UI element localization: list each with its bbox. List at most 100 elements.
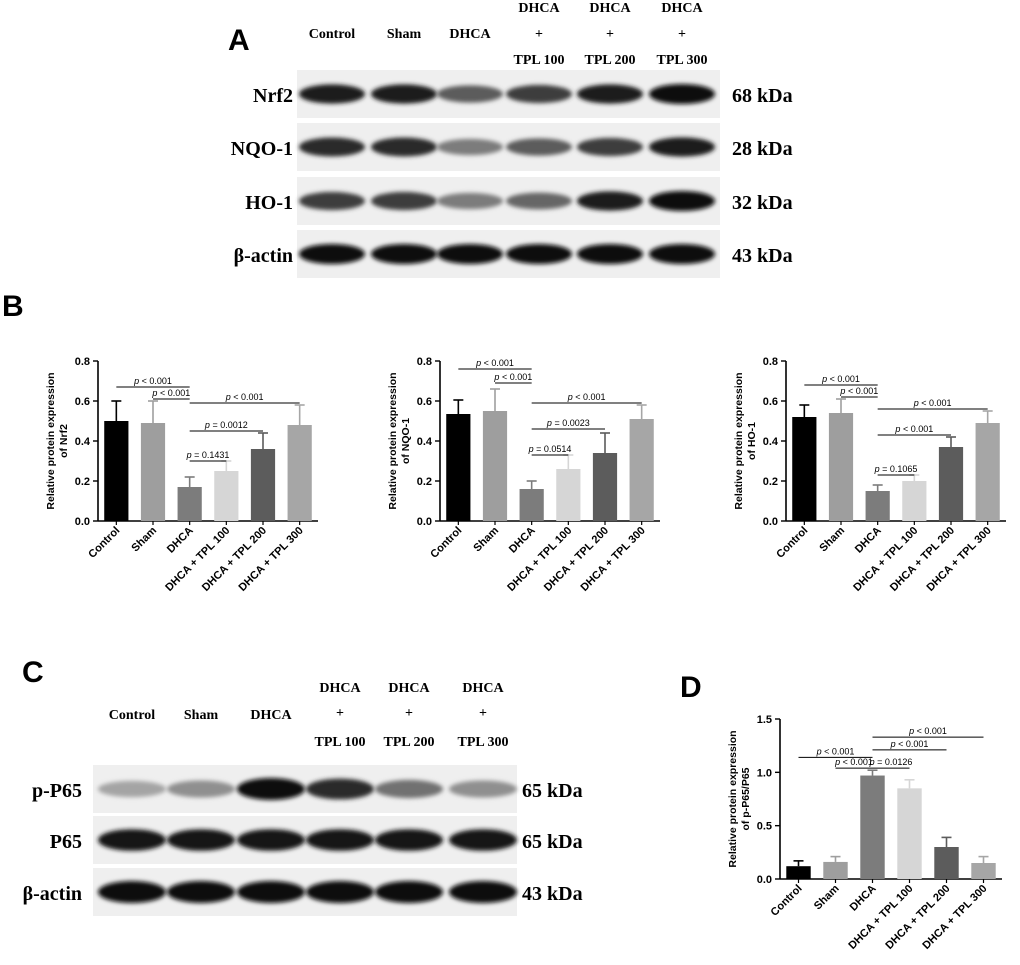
lane-label: +	[405, 706, 413, 721]
kda-label: 43 kDa	[732, 245, 793, 267]
protein-label: P65	[50, 831, 82, 853]
x-tick-label: DHCA + TPL 200	[200, 525, 269, 594]
bar	[556, 469, 581, 521]
blot-band	[449, 829, 517, 851]
x-tick-label: DHCA + TPL 100	[846, 883, 915, 952]
lane-label: TPL 200	[384, 735, 435, 750]
lane-label: DHCA	[388, 681, 430, 696]
significance-label: p < 0.001	[816, 746, 855, 756]
lane-label: Sham	[184, 708, 219, 723]
blot-band	[98, 829, 166, 851]
y-tick-label: 0.5	[757, 821, 772, 833]
panel-label-c: C	[22, 656, 44, 689]
blot-band	[375, 779, 443, 799]
blot-band	[237, 881, 305, 903]
bar	[446, 414, 471, 521]
blot-band	[371, 191, 437, 211]
significance-label: p = 0.0023	[546, 418, 590, 428]
lane-label: DHCA	[319, 681, 361, 696]
blot-band	[506, 244, 572, 264]
y-tick-label: 0.6	[763, 396, 778, 408]
x-tick-label: DHCA + TPL 200	[542, 525, 611, 594]
y-axis-title: Relative protein expressionof NQO-1	[387, 372, 412, 509]
lane-label: Control	[109, 708, 156, 723]
protein-label: HO-1	[245, 192, 293, 214]
significance-label: p < 0.001	[839, 386, 878, 396]
bar	[975, 423, 1000, 521]
blot-band	[649, 84, 715, 104]
lane-label: DHCA	[449, 27, 491, 42]
kda-label: 68 kDa	[732, 85, 793, 107]
blot-band	[577, 84, 643, 104]
blot-band	[306, 778, 374, 800]
bar	[860, 775, 885, 879]
protein-label: Nrf2	[253, 85, 293, 107]
blot-band	[577, 137, 643, 157]
x-tick-label: DHCA	[165, 525, 196, 556]
significance-label: p < 0.001	[493, 372, 532, 382]
y-tick-label: 1.0	[757, 767, 772, 779]
blot-band	[306, 881, 374, 903]
significance-label: p < 0.001	[894, 424, 933, 434]
lane-label: DHCA	[462, 681, 504, 696]
blot-band	[437, 138, 503, 156]
lane-label: +	[678, 27, 686, 42]
blot-band	[577, 244, 643, 264]
bar	[823, 861, 848, 879]
x-tick-label: DHCA	[848, 883, 879, 914]
y-axis-title: Relative protein expressionof Nrf2	[45, 372, 70, 509]
blot-band	[98, 881, 166, 903]
blot-band	[437, 244, 503, 264]
x-tick-label: DHCA + TPL 300	[579, 525, 648, 594]
bar	[519, 489, 544, 521]
blot-band	[371, 84, 437, 104]
lane-label: DHCA	[518, 1, 560, 16]
kda-label: 32 kDa	[732, 192, 793, 214]
bar	[287, 425, 312, 521]
blot-band	[449, 881, 517, 903]
blot-band	[299, 244, 365, 264]
y-axis-title: Relative protein expressionof HO-1	[733, 372, 758, 509]
bar	[629, 419, 654, 521]
y-tick-label: 0.0	[417, 516, 432, 528]
x-tick-label: DHCA + TPL 100	[851, 525, 920, 594]
bar	[482, 411, 508, 521]
bar	[865, 491, 890, 521]
panel-label-d: D	[680, 671, 702, 704]
blot-band	[577, 191, 643, 211]
significance-label: p = 0.0126	[869, 757, 913, 767]
blot-band	[299, 84, 365, 104]
x-tick-label: Sham	[471, 524, 501, 554]
x-tick-label: Control	[428, 525, 464, 561]
protein-label: p-P65	[32, 780, 82, 802]
bar	[177, 487, 202, 521]
lane-label: TPL 300	[458, 735, 509, 750]
kda-label: 28 kDa	[732, 138, 793, 160]
bar	[140, 423, 166, 521]
significance-label: p < 0.001	[567, 392, 606, 402]
lane-label: DHCA	[250, 708, 292, 723]
significance-label: p < 0.001	[225, 392, 264, 402]
panel-label-b: B	[2, 290, 24, 323]
y-tick-label: 0.2	[417, 476, 432, 488]
blot-band	[371, 137, 437, 157]
blot-band	[98, 780, 166, 798]
western-blot-a: Control Sham DHCA DHCA + TPL 100 DHCA + TPL 200 D…	[231, 1, 793, 278]
blot-band	[237, 829, 305, 851]
kda-label: 65 kDa	[522, 831, 583, 853]
bar-chart-nqo1: 0.0 0.2 0.4 0.6 0.8 Relative protein expressi…	[387, 356, 660, 594]
x-tick-label: DHCA	[507, 525, 538, 556]
blot-band	[437, 85, 503, 103]
blot-band	[375, 881, 443, 903]
bar	[786, 866, 811, 879]
bar-chart-nrf2: 0.0 0.2 0.4 0.6 0.8 Relative protein expressi…	[45, 356, 318, 594]
significance-label: p < 0.001	[821, 374, 860, 384]
bar	[902, 481, 927, 521]
y-tick-label: 0.6	[417, 396, 432, 408]
lane-label: +	[606, 27, 614, 42]
significance-label: p < 0.001	[890, 739, 929, 749]
kda-label: 43 kDa	[522, 883, 583, 905]
significance-label: p = 0.1431	[186, 450, 230, 460]
blot-band	[506, 84, 572, 104]
western-blot-c: Control Sham DHCA DHCA + TPL 100 DHCA + TPL 200 D…	[23, 681, 583, 916]
